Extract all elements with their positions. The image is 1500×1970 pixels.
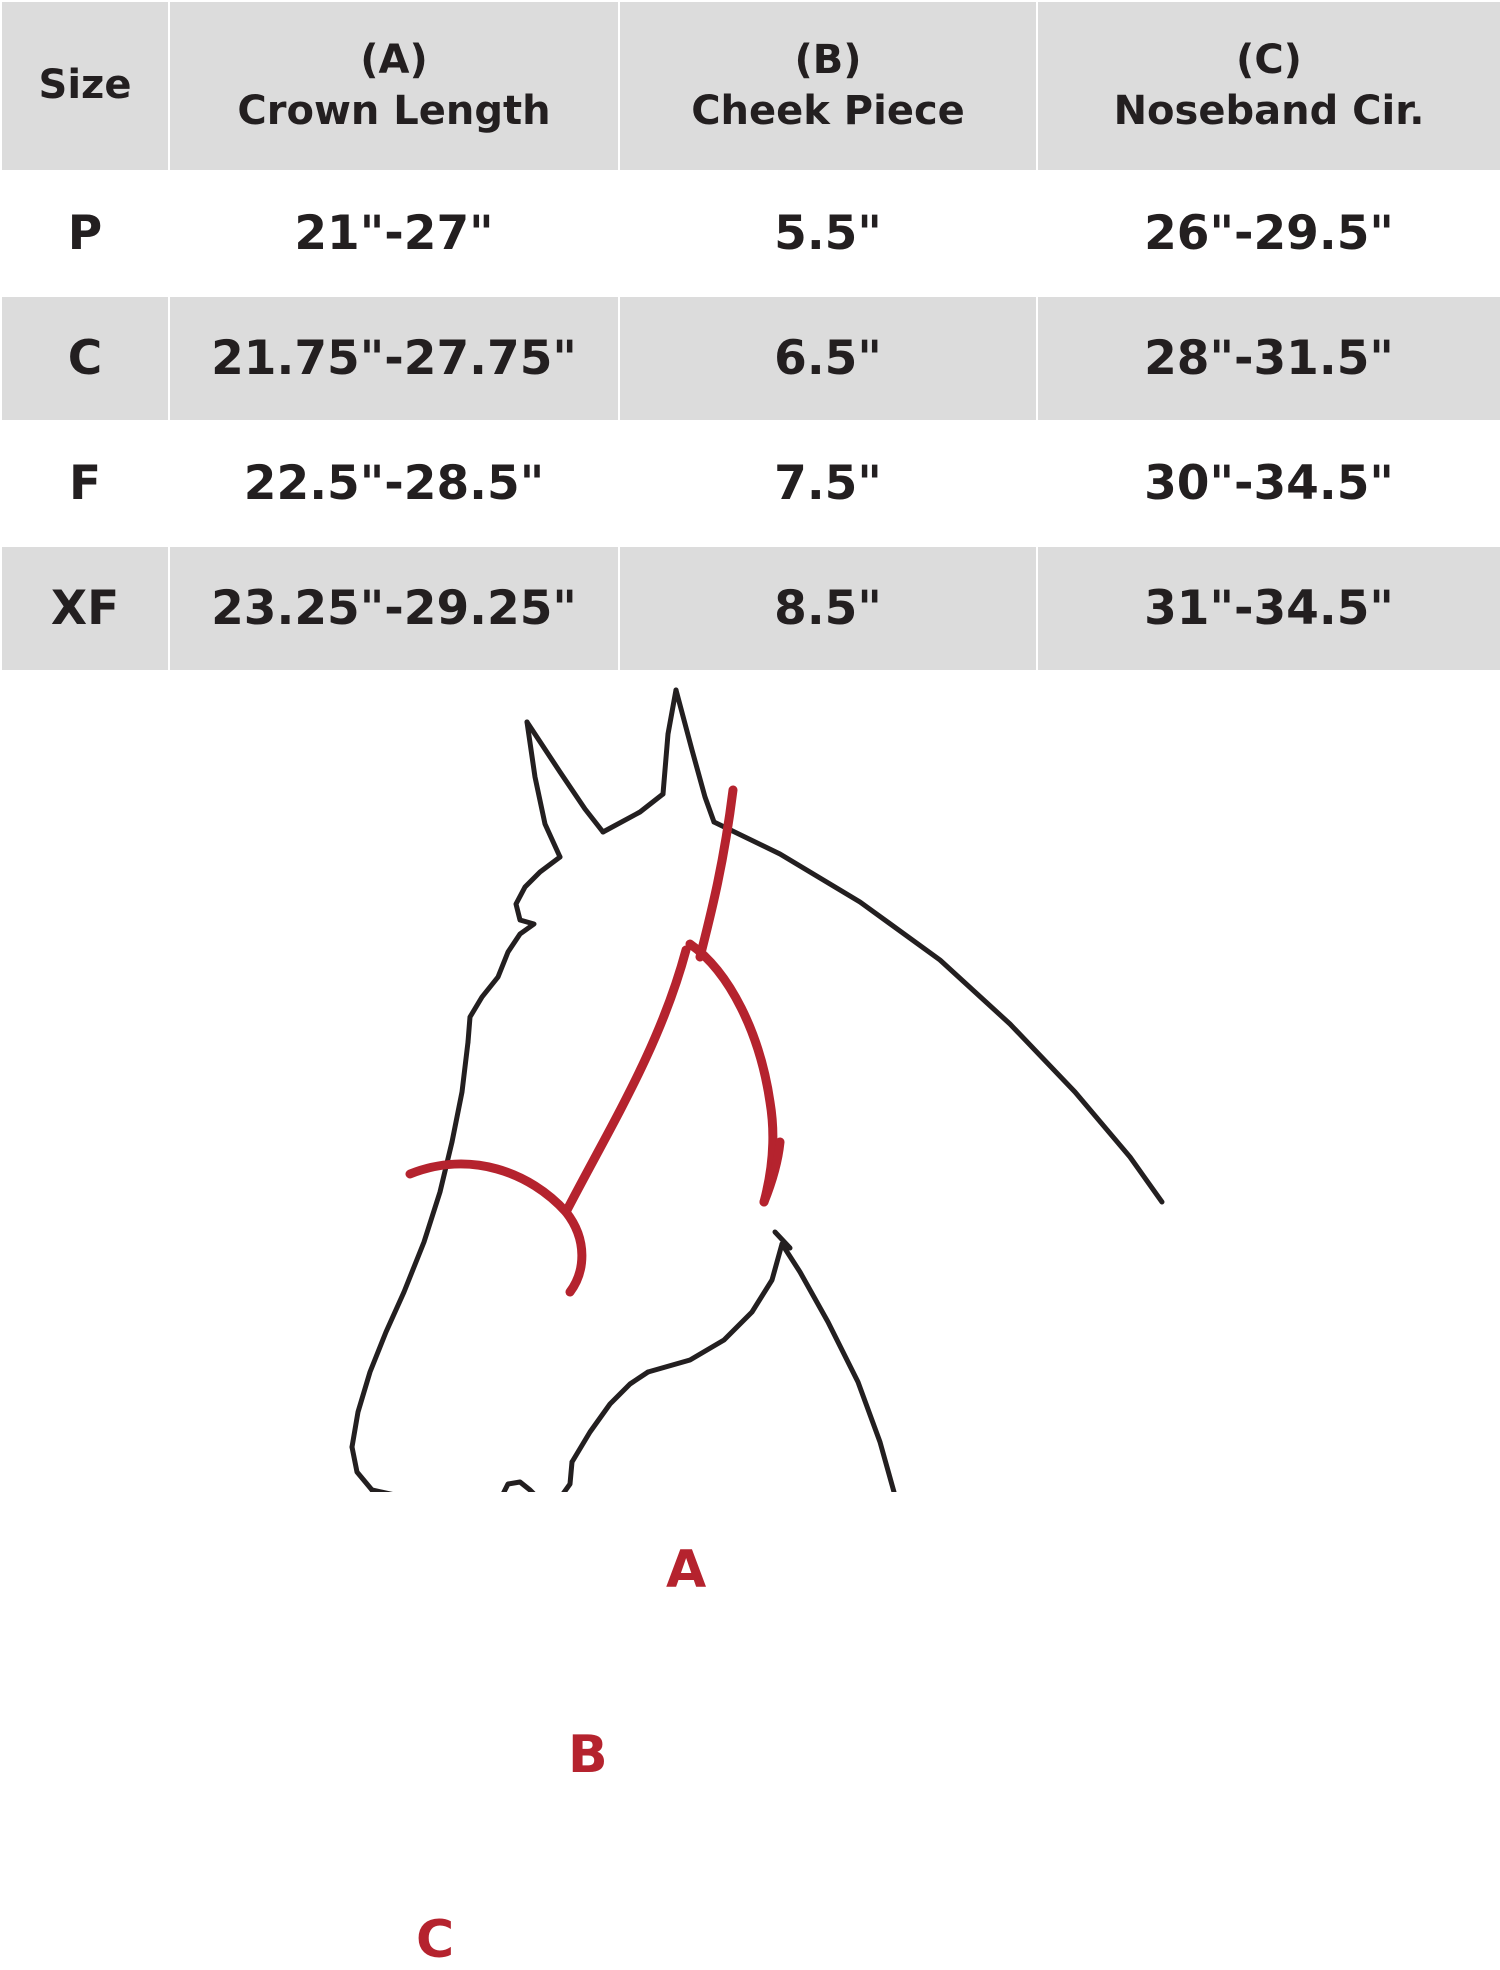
column-header-size: Size — [0, 0, 170, 172]
cell-size: C — [0, 295, 170, 422]
cell-cheek-piece: 8.5" — [618, 545, 1038, 672]
cell-crown-length: 22.5"-28.5" — [168, 420, 620, 547]
cell-cheek-piece: 7.5" — [618, 420, 1038, 547]
table-body: P 21"-27" 5.5" 26"-29.5" C 21.75"-27.75"… — [0, 170, 1500, 672]
column-header-cheek-piece-bottom: Cheek Piece — [691, 88, 965, 134]
column-header-size-bottom: Size — [38, 62, 132, 109]
column-header-noseband-cir-top: (C) — [1236, 36, 1302, 83]
table-row: P 21"-27" 5.5" 26"-29.5" — [0, 170, 1500, 297]
column-header-cheek-piece-top: (B) — [794, 36, 862, 83]
measure-line-a — [695, 785, 738, 962]
horse-outline-icon — [349, 687, 1165, 1492]
cell-noseband-cir: 30"-34.5" — [1036, 420, 1500, 547]
measurement-lines — [405, 785, 785, 1297]
cell-cheek-piece: 5.5" — [618, 170, 1038, 297]
cell-size: XF — [0, 545, 170, 672]
measure-line-b — [561, 945, 691, 1217]
column-header-crown-length-bottom: Crown Length — [237, 88, 551, 134]
table-row: F 22.5"-28.5" 7.5" 30"-34.5" — [0, 420, 1500, 547]
cell-noseband-cir: 26"-29.5" — [1036, 170, 1500, 297]
cell-crown-length: 23.25"-29.25" — [168, 545, 620, 672]
measure-line-cheek-connector — [685, 939, 778, 1207]
cell-noseband-cir: 31"-34.5" — [1036, 545, 1500, 672]
label-b: B — [568, 1725, 608, 1785]
cell-size: P — [0, 170, 170, 297]
cell-crown-length: 21.75"-27.75" — [168, 295, 620, 422]
column-header-noseband-cir: (C) Noseband Cir. — [1036, 0, 1500, 172]
label-c: C — [416, 1910, 455, 1970]
table-header-row: Size (A) Crown Length (B) Cheek Piece (C… — [0, 0, 1500, 172]
cell-noseband-cir: 28"-31.5" — [1036, 295, 1500, 422]
measure-line-jaw — [759, 1137, 785, 1207]
cell-size: F — [0, 420, 170, 547]
size-chart-table: Size (A) Crown Length (B) Cheek Piece (C… — [0, 0, 1500, 672]
column-header-crown-length-top: (A) — [360, 36, 428, 83]
column-header-noseband-cir-bottom: Noseband Cir. — [1113, 88, 1425, 134]
table-row: XF 23.25"-29.25" 8.5" 31"-34.5" — [0, 545, 1500, 672]
horse-head-diagram: A B C — [0, 672, 1500, 1970]
label-a: A — [666, 1540, 707, 1600]
table-row: C 21.75"-27.75" 6.5" 28"-31.5" — [0, 295, 1500, 422]
cell-crown-length: 21"-27" — [168, 170, 620, 297]
measure-line-c — [405, 1159, 587, 1297]
cell-cheek-piece: 6.5" — [618, 295, 1038, 422]
column-header-crown-length: (A) Crown Length — [168, 0, 620, 172]
table-header: Size (A) Crown Length (B) Cheek Piece (C… — [0, 0, 1500, 172]
column-header-cheek-piece: (B) Cheek Piece — [618, 0, 1038, 172]
